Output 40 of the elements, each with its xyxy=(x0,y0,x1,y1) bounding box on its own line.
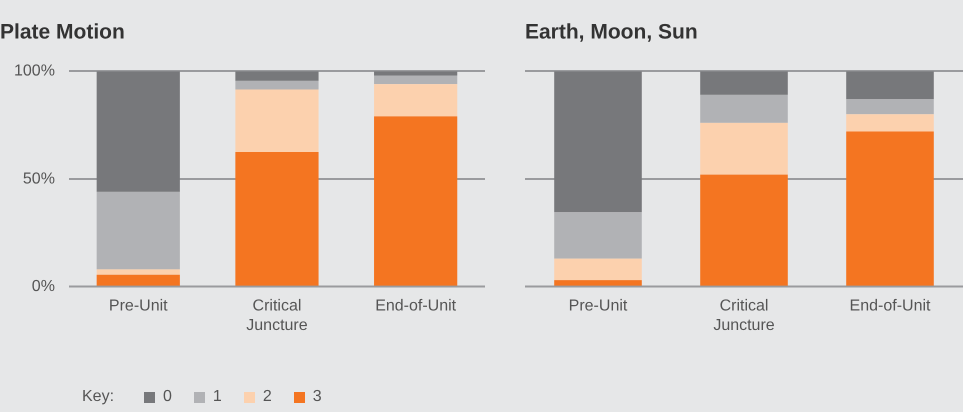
legend-label: 3 xyxy=(312,388,322,406)
x-tick-label: Critical Juncture xyxy=(713,298,775,334)
legend-label: 0 xyxy=(163,388,172,406)
bar xyxy=(846,132,934,286)
bar xyxy=(700,71,788,95)
bar xyxy=(554,258,642,280)
y-tick-label: 50% xyxy=(22,170,55,188)
bar xyxy=(96,71,180,192)
bar xyxy=(700,174,788,286)
bar xyxy=(374,84,458,116)
legend-title: Key: xyxy=(82,388,114,406)
x-tick-label: Critical Juncture xyxy=(246,298,308,334)
chart-title: Earth, Moon, Sun xyxy=(525,20,698,44)
bar xyxy=(235,71,319,81)
x-tick-label: End-of-Unit xyxy=(850,298,932,315)
bar xyxy=(554,71,642,212)
bar xyxy=(374,76,458,84)
bar xyxy=(96,269,180,275)
bar xyxy=(96,192,180,270)
bar xyxy=(846,114,934,132)
legend-label: 2 xyxy=(262,388,272,406)
chart-title: Plate Motion xyxy=(0,20,125,44)
bar xyxy=(700,94,788,123)
bar xyxy=(235,152,319,286)
y-tick-label: 0% xyxy=(32,278,55,296)
legend-label: 1 xyxy=(212,388,222,406)
bar xyxy=(846,99,934,114)
x-tick-label: End-of-Unit xyxy=(375,298,457,315)
bar xyxy=(700,122,788,175)
x-tick-label: Pre-Unit xyxy=(568,298,628,315)
bar xyxy=(846,71,934,100)
bar xyxy=(96,274,180,286)
bar xyxy=(554,212,642,259)
bar xyxy=(374,116,458,286)
bar xyxy=(554,280,642,286)
bar xyxy=(374,71,458,76)
bar xyxy=(235,80,319,90)
bar xyxy=(235,90,319,152)
y-tick-label: 100% xyxy=(14,62,55,80)
x-tick-label: Pre-Unit xyxy=(108,298,168,315)
